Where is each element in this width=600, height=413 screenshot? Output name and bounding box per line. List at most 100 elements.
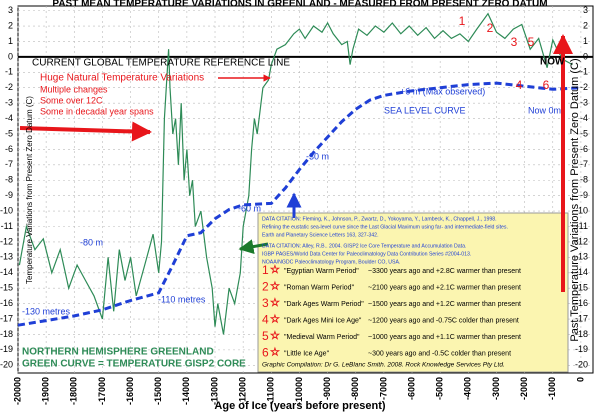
texts: PAST MEAN TEMPERATURE VARIATIONS IN GREE…	[0, 0, 588, 412]
period-marker: 6	[543, 78, 550, 92]
y2-tick-label: -7	[580, 159, 588, 169]
y2-axis-label: Past Temperature Variations from Present…	[569, 58, 581, 341]
y-tick-label: -12	[0, 236, 13, 246]
period-detail: ~3300 years ago and +2.8C warmer than pr…	[368, 268, 521, 275]
marks	[17, 12, 593, 335]
period-number: 1	[262, 263, 269, 277]
chart-title: PAST MEAN TEMPERATURE VARIATIONS IN GREE…	[52, 0, 547, 10]
period-number: 4	[262, 313, 269, 327]
y2-tick-label: -18	[575, 329, 588, 339]
series-line	[18, 12, 573, 335]
annotation: NOW	[540, 57, 565, 68]
citation: DATA CITATION: Alley, R.B.. 2004. GISP2 …	[262, 243, 466, 249]
x-tick-label: -1000	[547, 377, 557, 400]
citation: NOAA/NGDC Paleoclimatology Program, Boul…	[262, 259, 400, 265]
green-arrow	[238, 239, 269, 255]
y-tick-label: -18	[0, 329, 13, 339]
x-tick-label: -9000	[322, 377, 332, 400]
y2-tick-label: 0	[583, 51, 588, 61]
y-tick-label: -11	[1, 221, 13, 231]
y2-tick-label: -11	[576, 221, 588, 231]
y2-tick-label: -19	[575, 344, 588, 354]
star: ☆	[270, 280, 280, 292]
x-tick-label: -14000	[181, 377, 191, 405]
y2-tick-label: 2	[583, 20, 588, 30]
y-tick-label: -14	[0, 267, 13, 277]
y2-tick-label: 1	[583, 36, 588, 46]
y-tick-label: -17	[0, 313, 13, 323]
credit: Graphic Compilation: Dr G. LeBlanc Smith…	[262, 362, 505, 369]
y2-tick-label: 3	[583, 5, 588, 15]
y2-tick-label: -15	[575, 283, 588, 293]
x-tick-label: -3000	[491, 377, 501, 400]
annotation: -30 m	[306, 151, 329, 161]
annotation: +6 m (Max observed)	[400, 86, 485, 96]
y2-tick-label: -8	[580, 175, 588, 185]
x-tick-label: -10000	[294, 377, 304, 405]
period-detail: ~1500 years ago and +1.2C warmer than pr…	[368, 301, 521, 308]
y-tick-label: -1	[5, 67, 13, 77]
citation: Earth and Planetary Science Letters 163,…	[262, 232, 379, 238]
x-tick-label: -4000	[463, 377, 473, 400]
period-name: "Medieval Warm Period"	[284, 334, 360, 341]
y2-tick-label: -12	[575, 236, 588, 246]
citation: DATA CITATION: Fleming, K., Johnson, P.,…	[262, 216, 497, 222]
annotation: -110 metres	[158, 294, 206, 304]
y2-tick-label: -5	[580, 128, 588, 138]
period-marker: 2	[487, 21, 494, 35]
x-tick-label: -2000	[519, 377, 529, 400]
x-tick-label: -20000	[12, 377, 22, 405]
y-axis-label: Temperature Variations from Present Zero…	[25, 96, 34, 284]
annotation: Huge Natural Temperature Variations	[40, 73, 204, 84]
y2-tick-label: -10	[575, 205, 588, 215]
star: ☆	[270, 330, 280, 342]
period-marker: 3	[511, 35, 518, 49]
y2-tick-label: -9	[580, 190, 588, 200]
y-tick-label: -16	[0, 298, 13, 308]
y-tick-label: -5	[5, 128, 13, 138]
y-tick-label: -10	[0, 205, 13, 215]
annotation: -130 metres	[22, 306, 71, 316]
y-tick-label: -15	[0, 283, 13, 293]
x-tick-label: -17000	[97, 377, 107, 405]
period-number: 6	[262, 346, 269, 360]
x-tick-label: -12000	[238, 377, 248, 405]
period-name: "Roman Warm Period"	[284, 284, 355, 291]
period-detail: ~300 years ago and -0.5C colder than pre…	[368, 350, 511, 357]
y2-tick-label: -6	[580, 144, 588, 154]
citation: Refining the eustatic sea-level curve si…	[262, 224, 508, 230]
x-tick-label: -6000	[406, 377, 416, 400]
y2-tick-label: -14	[575, 267, 588, 277]
period-name: "Dark Ages Warm Period"	[284, 301, 364, 308]
period-name: "Egyptian Warm Period"	[284, 268, 359, 275]
annotation: Some in decadal year spans	[40, 106, 154, 116]
x-tick-label: -19000	[41, 377, 51, 405]
y2-tick-label: -1	[580, 67, 588, 77]
x-tick-label: 0	[575, 377, 585, 382]
y-tick-label: -13	[0, 252, 13, 262]
annotation: NORTHERN HEMISPHERE GREENLAND	[22, 347, 214, 358]
citation: IGBP PAGES/World Data Center for Paleocl…	[262, 251, 471, 257]
y-tick-label: 0	[8, 51, 13, 61]
star: ☆	[270, 264, 280, 276]
star: ☆	[270, 346, 280, 358]
x-tick-label: -7000	[378, 377, 388, 400]
x-tick-label: -13000	[209, 377, 219, 405]
y2-tick-label: -13	[575, 252, 588, 262]
series-line	[17, 81, 581, 327]
legend-label: GREEN CURVE = TEMPERATURE GISP2 CORE	[22, 359, 246, 370]
period-detail: ~2100 years ago and +2.1C warmer than pr…	[368, 284, 521, 291]
annotation: CURRENT GLOBAL TEMPERATURE REFERENCE LIN…	[32, 58, 290, 69]
annotation: Multiple changes	[40, 84, 108, 94]
x-tick-label: -8000	[350, 377, 360, 400]
x-axis-label: Age of Ice (years before present)	[214, 400, 386, 412]
y-tick-label: 3	[8, 5, 13, 15]
period-detail: ~1200 years ago and -0.75C colder than p…	[368, 317, 519, 324]
x-tick-label: -16000	[125, 377, 135, 405]
y-tick-label: -20	[0, 360, 13, 370]
annotation: -80 m	[80, 237, 103, 247]
citation-box	[257, 212, 569, 373]
period-detail: ~1000 years ago and +1.1C warmer than pr…	[368, 334, 521, 341]
y2-tick-label: -3	[580, 98, 588, 108]
